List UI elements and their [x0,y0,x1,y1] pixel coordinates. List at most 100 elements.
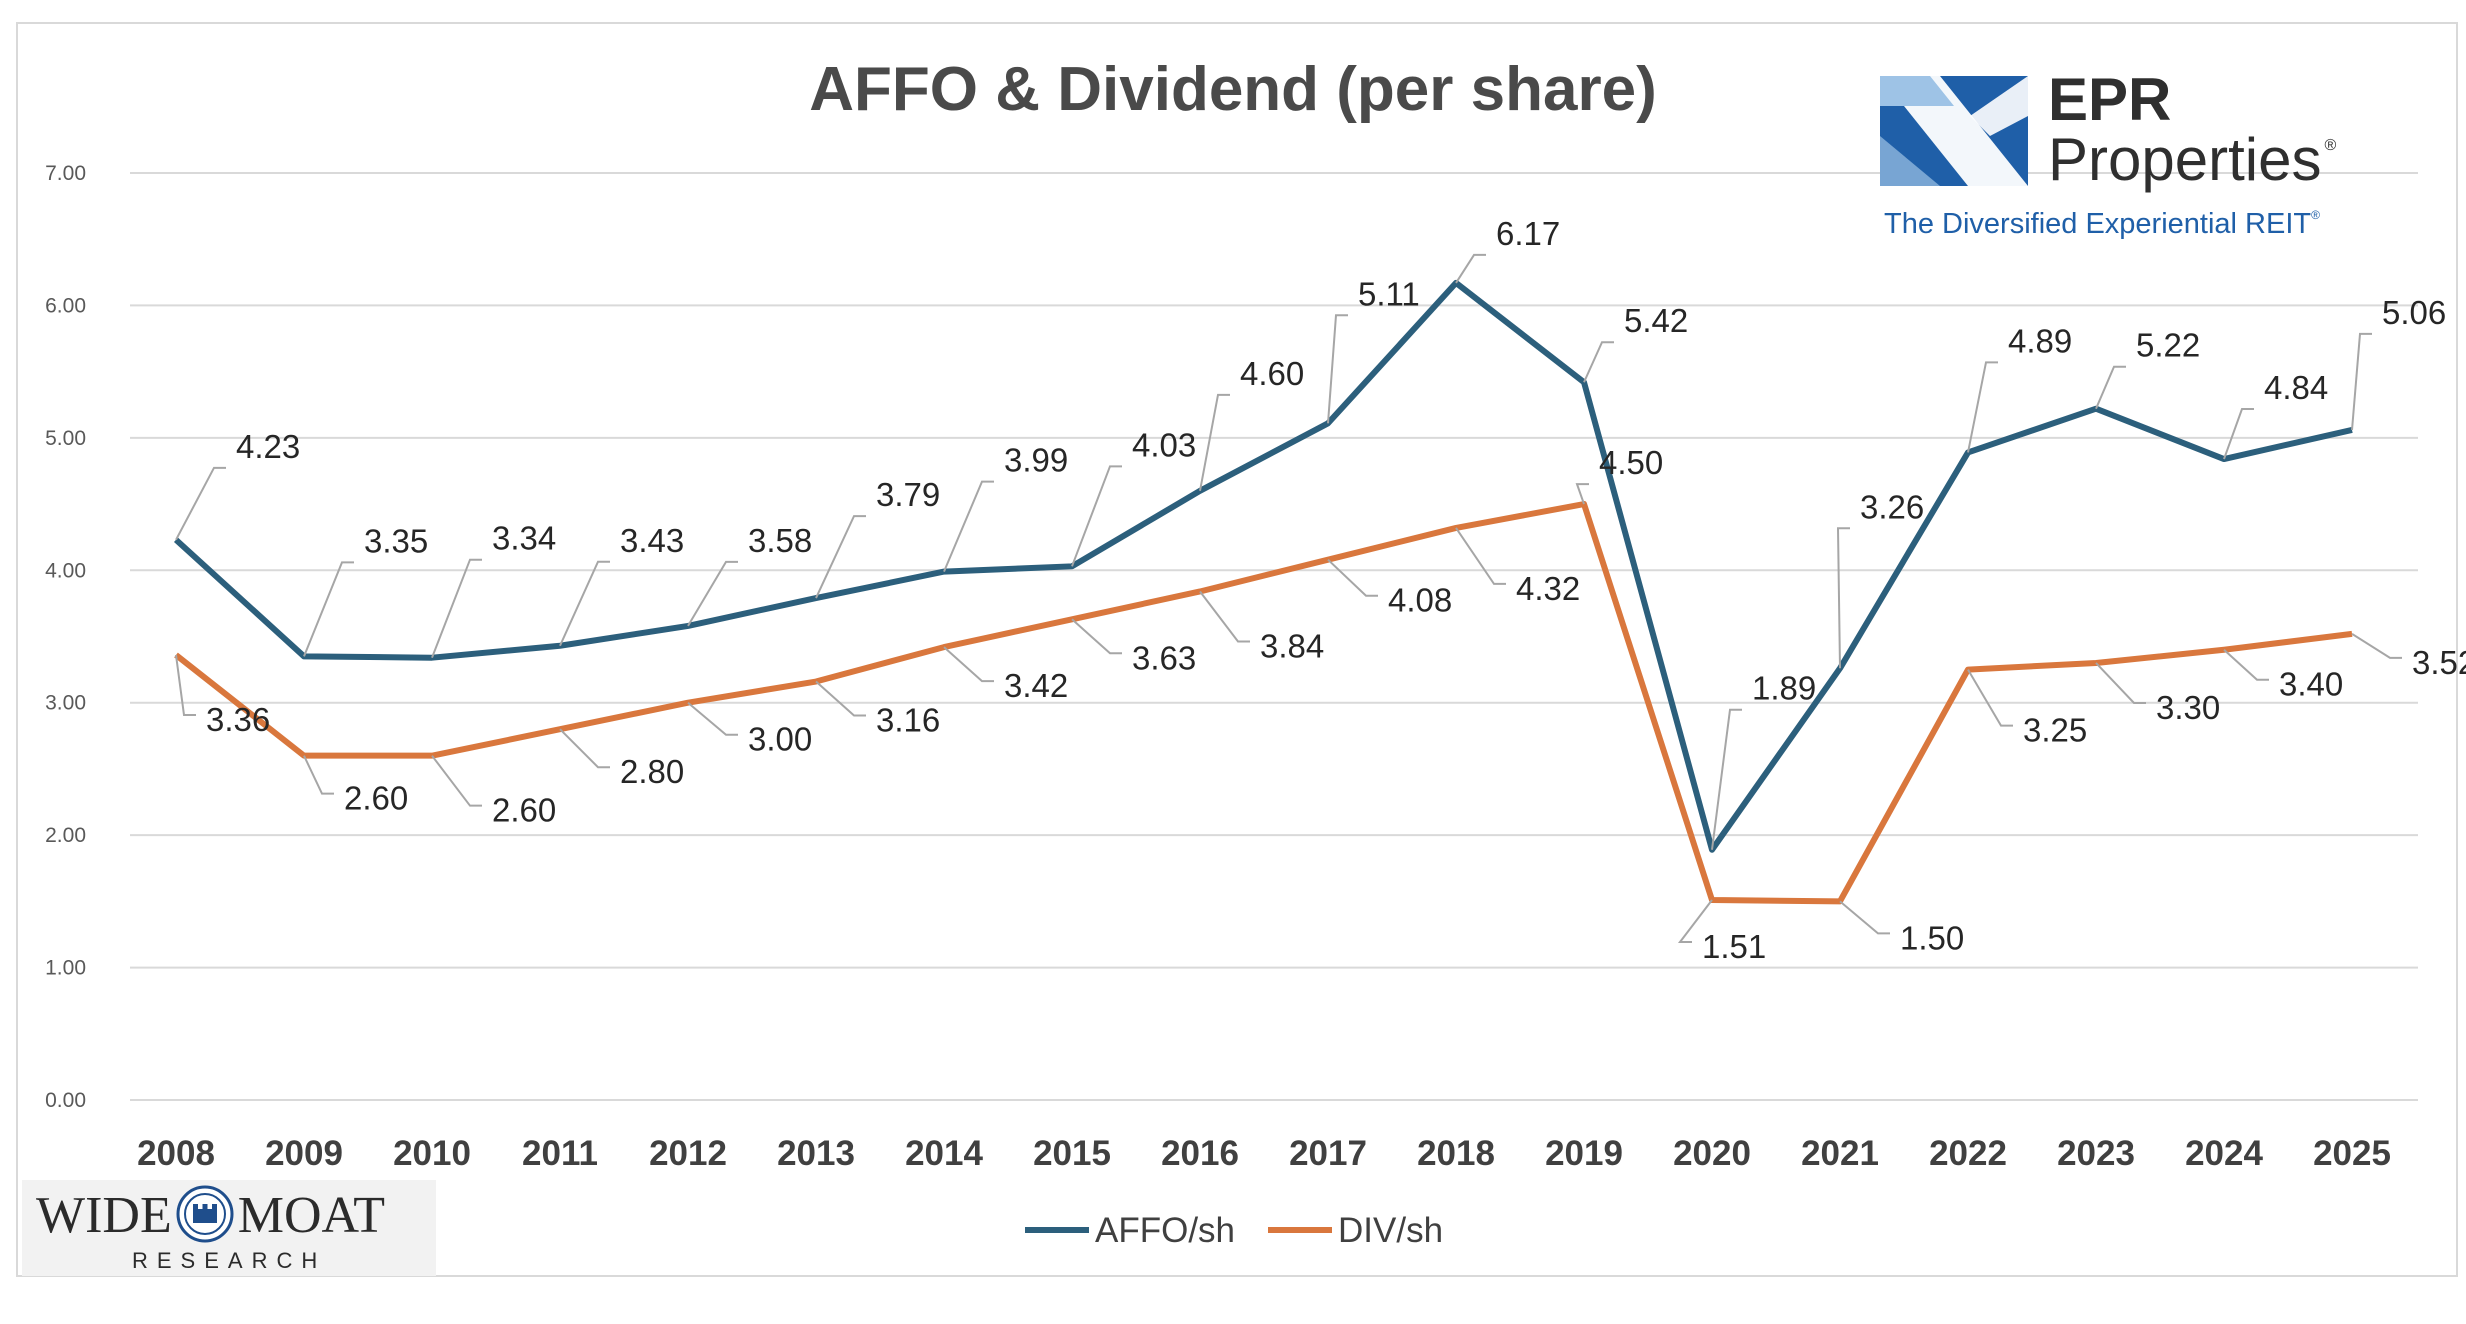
leader-line [1455,527,1506,585]
div-data-label: 4.32 [1516,570,1580,607]
leader-line [2223,408,2254,460]
leader-line [1583,341,1614,383]
leader-line [1199,393,1230,492]
leader-line [1836,527,1850,669]
div-data-label: 3.84 [1260,627,1324,664]
y-tick-label: 6.00 [45,294,86,317]
div-data-label: 3.16 [876,702,940,739]
affo-data-label: 4.60 [1240,355,1304,392]
x-tick-label: 2015 [1033,1134,1111,1173]
leader-line [431,558,482,659]
div-data-label: 3.63 [1132,639,1196,676]
div-data-label: 1.50 [1900,919,1964,956]
leader-line [2351,332,2372,430]
x-tick-label: 2008 [137,1134,215,1173]
leader-line [815,680,866,717]
div-data-label: 3.36 [206,701,270,738]
div-data-label: 3.25 [2023,712,2087,749]
x-tick-label: 2016 [1161,1134,1239,1173]
y-tick-label: 4.00 [45,559,86,582]
epr-logo-mark-icon [1880,76,2028,186]
div-series-line [174,501,2353,905]
x-tick-label: 2020 [1673,1134,1751,1173]
affo-data-label: 4.84 [2264,369,2328,406]
leader-line [1455,253,1486,284]
affo-data-label: 4.89 [2008,322,2072,359]
affo-data-label: 5.42 [1624,302,1688,339]
affo-data-label: 3.43 [620,522,684,559]
x-tick-label: 2012 [649,1134,727,1173]
leader-line [559,728,610,769]
leader-line [1327,558,1378,597]
div-data-label: 3.42 [1004,667,1068,704]
wide-moat-wordmark: WIDE MOAT [36,1185,386,1244]
leader-line [303,755,334,795]
affo-data-label: 6.17 [1496,215,1560,252]
leader-line [303,561,354,657]
leader-line [2095,365,2126,410]
x-tick-label: 2010 [393,1134,471,1173]
chart-frame [16,22,2458,1277]
div-data-label: 3.00 [748,721,812,758]
affo-series-line [173,279,2353,853]
div-data-label: 3.40 [2279,666,2343,703]
div-data-label: 3.52 [2412,644,2466,681]
affo-data-label: 3.99 [1004,442,1068,479]
leader-line [687,701,738,736]
x-tick-label: 2021 [1801,1134,1879,1173]
x-tick-label: 2018 [1417,1134,1495,1173]
div-data-label: 3.30 [2156,689,2220,726]
leader-line [1199,590,1250,643]
affo-data-label: 3.26 [1860,488,1924,525]
div-data-label: 4.50 [1599,444,1663,481]
leader-line [2351,633,2402,659]
leader-line [175,654,196,717]
leader-line [943,480,994,572]
wide-moat-subtitle: RESEARCH [132,1248,327,1273]
div-data-label: 2.80 [620,753,684,790]
leader-line [2095,662,2146,704]
affo-data-label: 3.58 [748,522,812,559]
div-data-label: 2.60 [492,792,556,829]
leader-line [2223,649,2269,681]
leader-line [1575,483,1589,505]
x-tick-label: 2017 [1289,1134,1367,1173]
x-tick-label: 2011 [522,1134,598,1173]
epr-tagline: The Diversified Experiential REIT® [1884,208,2320,240]
x-tick-label: 2024 [2185,1134,2263,1173]
affo-data-label: 5.22 [2136,327,2200,364]
legend-affo-label: AFFO/sh [1095,1211,1235,1250]
div-data-label: 2.60 [344,780,408,817]
epr-name: EPR [2048,66,2172,133]
affo-data-label: 1.89 [1752,670,1816,707]
x-tick-label: 2025 [2313,1134,2391,1173]
affo-data-label: 5.11 [1358,275,1420,312]
leader-line [175,466,226,541]
castle-crest-icon [176,1185,234,1243]
y-tick-label: 1.00 [45,957,86,980]
affo-data-label: 3.79 [876,476,940,513]
x-tick-label: 2009 [265,1134,343,1173]
leader-line [687,560,738,627]
affo-data-label: 3.34 [492,520,556,557]
leader-line [1967,669,2013,727]
leader-line [1677,899,1713,944]
div-data-label: 4.08 [1388,582,1452,619]
leader-line [1071,618,1122,655]
epr-properties-logo: EPR Properties ® The Diversified Experien… [1880,70,2400,250]
leader-line [559,560,610,647]
x-tick-label: 2014 [905,1134,983,1173]
y-tick-label: 2.00 [45,824,86,847]
affo-data-label: 4.23 [236,428,300,465]
leader-line [1711,708,1742,850]
x-tick-label: 2022 [1929,1134,2007,1173]
affo-data-label: 4.03 [1132,426,1196,463]
y-tick-label: 0.00 [45,1089,86,1112]
affo-data-label: 5.06 [2382,294,2446,331]
chart-title: AFFO & Dividend (per share) [809,55,1656,124]
leader-line [943,646,994,683]
y-tick-label: 3.00 [45,692,86,715]
leader-line [1839,900,1890,935]
affo-data-label: 3.35 [364,522,428,559]
